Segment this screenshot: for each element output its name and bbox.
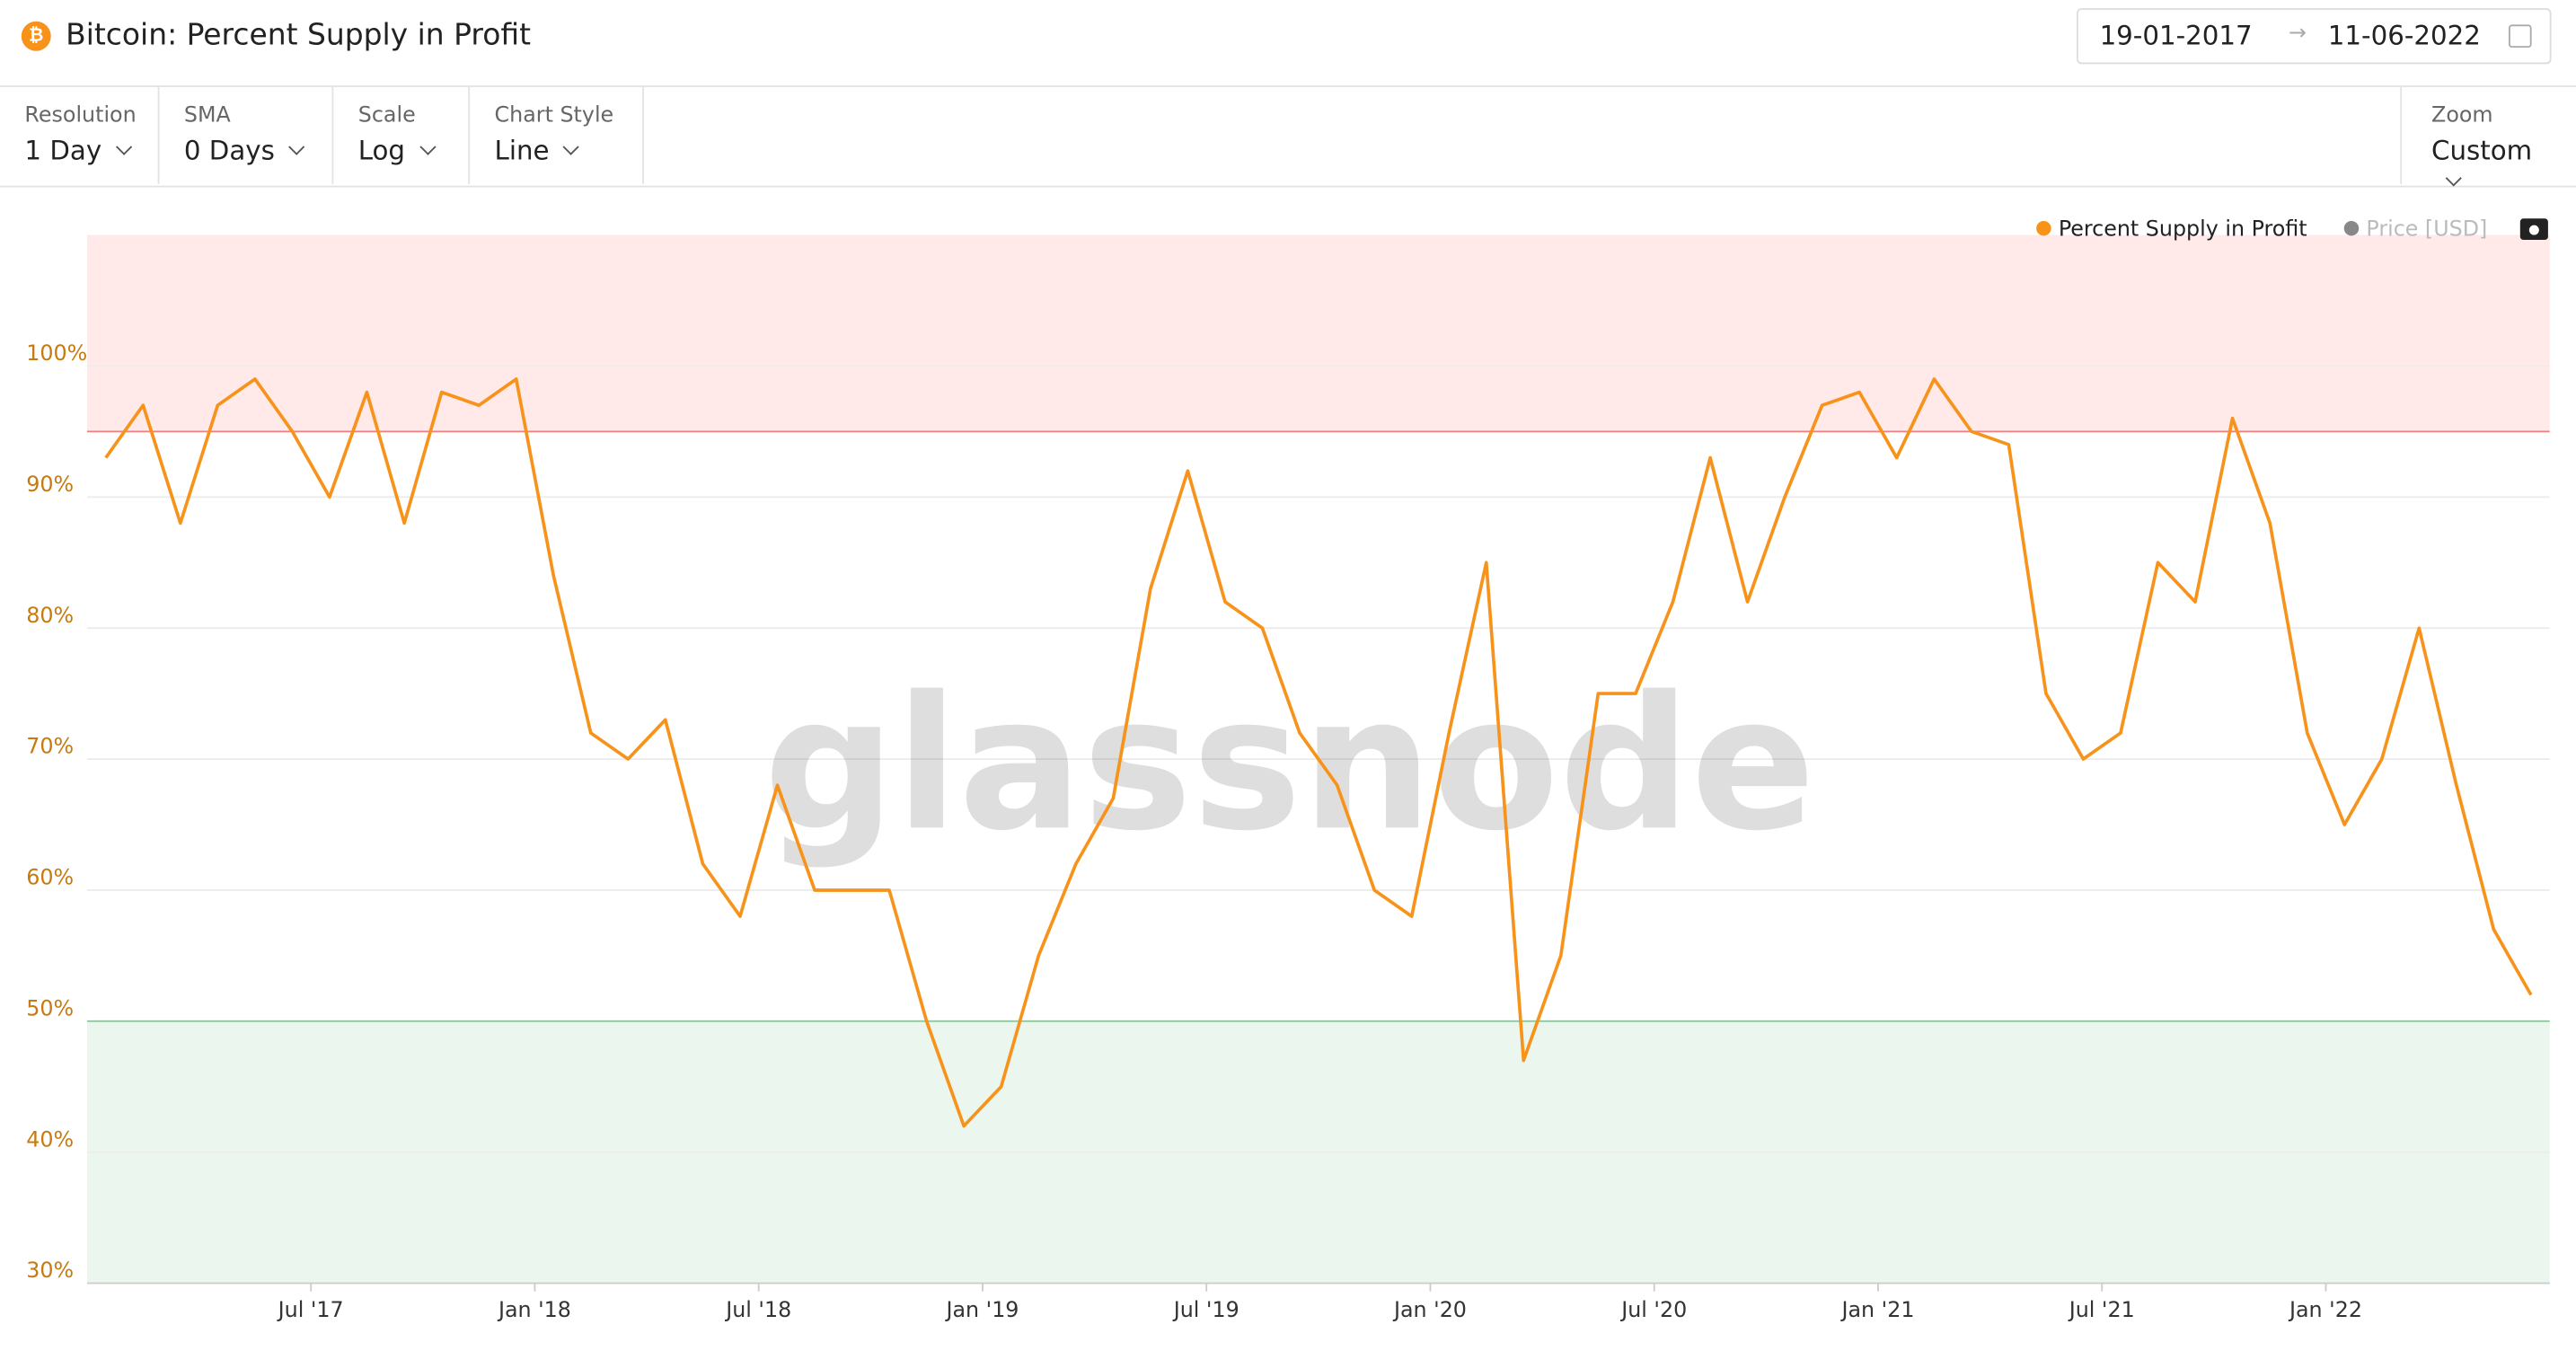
control[interactable]: Chart Style Line xyxy=(470,86,644,184)
legend-label-inactive: Price [USD] xyxy=(2366,216,2487,242)
y-tick-label: 100% xyxy=(26,340,87,366)
y-tick-label: 60% xyxy=(26,865,74,890)
x-tick-label: Jan '20 xyxy=(1392,1297,1467,1322)
control-label: Scale xyxy=(357,103,416,128)
y-tick-label: 50% xyxy=(26,995,74,1020)
y-tick-label: 30% xyxy=(26,1258,74,1283)
series-line xyxy=(104,377,2533,1128)
x-tick-label: Jan '22 xyxy=(2288,1297,2362,1322)
y-tick-label: 90% xyxy=(26,472,74,497)
date-from[interactable]: 19-01-2017 xyxy=(2099,19,2253,51)
legend-marker xyxy=(2036,221,2051,236)
zoom-control[interactable]: Zoom Custom xyxy=(2400,86,2576,187)
watermark: glassnode xyxy=(763,658,1815,871)
control-value[interactable]: 1 Day xyxy=(24,135,135,166)
control-value[interactable]: 0 Days xyxy=(184,135,309,166)
control-value[interactable]: Line xyxy=(495,135,620,166)
zone-band xyxy=(86,234,2550,432)
control-value[interactable]: Log xyxy=(358,135,446,166)
x-tick-label: Jan '21 xyxy=(1839,1297,1914,1322)
calendar-icon[interactable] xyxy=(2509,24,2532,49)
x-tick-label: Jan '19 xyxy=(944,1297,1019,1322)
control-value-text[interactable]: Log xyxy=(357,134,406,166)
x-tick-label: Jul '19 xyxy=(1172,1297,1239,1322)
bitcoin-icon: ₿ xyxy=(21,21,51,51)
y-tick-label: 80% xyxy=(26,603,74,628)
control[interactable]: SMA 0 Days xyxy=(159,86,334,184)
date-range[interactable]: 19-01-2017 → 11-06-2022 xyxy=(2076,8,2552,65)
zoom-value[interactable]: Custom xyxy=(2431,134,2533,166)
control-label: Resolution xyxy=(24,103,137,128)
legend-marker-inactive xyxy=(2343,221,2360,236)
control-value[interactable]: Custom xyxy=(2431,135,2553,198)
control-value-text[interactable]: 0 Days xyxy=(183,134,275,166)
control[interactable]: Scale Log xyxy=(333,86,471,184)
y-tick-label: 70% xyxy=(26,734,74,759)
control[interactable]: Resolution 1 Day xyxy=(0,86,160,184)
x-tick-label: Jul '18 xyxy=(724,1297,791,1322)
camera-lens xyxy=(2528,225,2539,235)
control-label: Chart Style xyxy=(494,103,614,128)
chart: 30% 40% 50% 60% 70% 80% 90% 100% Jul '17 Jan '18 J… xyxy=(26,216,2550,1322)
page-title: Bitcoin: Percent Supply in Profit xyxy=(66,18,531,53)
x-tick-label: Jul '20 xyxy=(1619,1297,1687,1322)
x-tick-label: Jul '17 xyxy=(277,1297,344,1322)
arrow: → xyxy=(2288,21,2307,47)
control-value-text[interactable]: 1 Day xyxy=(24,134,102,166)
y-tick-label: 40% xyxy=(26,1126,74,1152)
legend-label: Percent Supply in Profit xyxy=(2059,216,2307,242)
x-tick-label: Jul '21 xyxy=(2068,1297,2135,1322)
control-label: SMA xyxy=(183,103,231,128)
toolbar xyxy=(0,85,2576,188)
control-value-text[interactable]: Line xyxy=(494,134,550,166)
control-label: Zoom xyxy=(2431,103,2493,128)
x-tick-label: Jan '18 xyxy=(497,1297,571,1322)
date-to[interactable]: 11-06-2022 xyxy=(2327,19,2481,51)
